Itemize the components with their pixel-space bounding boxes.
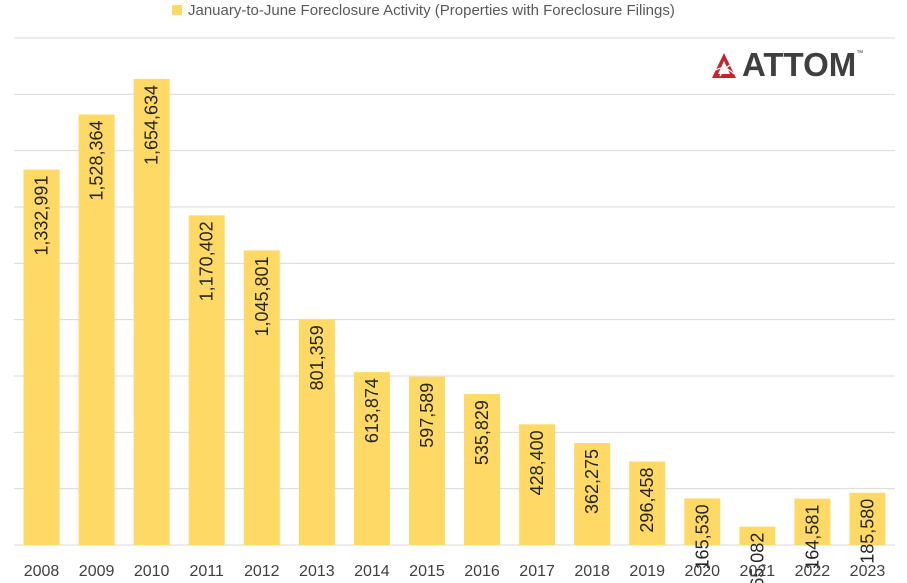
attom-logo-mark-icon	[712, 52, 739, 78]
bar-2023	[849, 492, 886, 545]
x-tick-label-2023: 2023	[850, 563, 886, 580]
data-label-2015: 597,589	[417, 383, 437, 448]
x-axis-tick-labels: 2008 2009 2010 2011 2012 2013 2014 2015 2016 2017…	[24, 563, 886, 580]
x-tick-label-2009: 2009	[79, 563, 115, 580]
legend-swatch	[172, 5, 182, 15]
x-tick-label-2016: 2016	[464, 563, 500, 580]
data-label-2016: 535,829	[472, 400, 492, 465]
x-tick-label-2015: 2015	[409, 563, 445, 580]
x-tick-label-2011: 2011	[190, 563, 225, 580]
data-label-2009: 1,528,364	[87, 121, 107, 201]
data-labels: 1,332,991 1,528,364 1,654,634 1,170,402 1,04…	[32, 85, 878, 583]
x-tick-label-2012: 2012	[244, 563, 280, 580]
bar-2020	[684, 498, 721, 545]
data-label-2011: 1,170,402	[197, 221, 217, 301]
data-label-2023: 185,580	[857, 499, 877, 564]
x-tick-label-2022: 2022	[795, 563, 831, 580]
logo-trademark: ™	[856, 50, 864, 57]
bar-2021	[739, 526, 776, 545]
data-label-2008: 1,332,991	[32, 176, 52, 256]
data-label-2022: 164,581	[802, 505, 822, 570]
logo-wordmark: ATTOM	[742, 46, 857, 83]
data-label-2010: 1,654,634	[142, 85, 162, 165]
bar-2012	[243, 250, 280, 545]
x-tick-label-2008: 2008	[24, 563, 60, 580]
bar-2017	[519, 424, 556, 545]
x-tick-label-2021: 2021	[740, 563, 776, 580]
bars	[23, 78, 886, 545]
x-tick-label-2014: 2014	[354, 563, 390, 580]
x-tick-label-2020: 2020	[684, 563, 720, 580]
bar-2010	[133, 78, 170, 545]
bar-2022	[794, 498, 831, 545]
x-tick-label-2010: 2010	[134, 563, 170, 580]
bar-2016	[464, 394, 501, 545]
data-label-2020: 165,530	[692, 504, 712, 569]
data-label-2021: 65,082	[747, 533, 767, 583]
attom-logo: ATTOM ™	[710, 48, 863, 81]
x-tick-label-2013: 2013	[299, 563, 335, 580]
x-tick-label-2017: 2017	[519, 563, 555, 580]
bar-2019	[629, 461, 666, 545]
bar-2018	[574, 442, 611, 545]
data-label-2018: 362,275	[582, 449, 602, 514]
bar-2015	[408, 376, 445, 545]
data-label-2013: 801,359	[307, 325, 327, 390]
x-tick-label-2019: 2019	[629, 563, 665, 580]
data-label-2014: 613,874	[362, 378, 382, 443]
bar-2008	[23, 169, 60, 545]
data-label-2012: 1,045,801	[252, 256, 272, 336]
bar-2013	[298, 319, 335, 545]
legend-label: January-to-June Foreclosure Activity (Pr…	[188, 1, 675, 19]
x-tick-label-2018: 2018	[574, 563, 610, 580]
bar-2011	[188, 215, 225, 545]
bar-2009	[78, 114, 115, 545]
chart-legend: January-to-June Foreclosure Activity (Pr…	[172, 0, 675, 20]
data-label-2017: 428,400	[527, 430, 547, 495]
bar-2014	[353, 372, 390, 545]
data-label-2019: 296,458	[637, 467, 657, 532]
